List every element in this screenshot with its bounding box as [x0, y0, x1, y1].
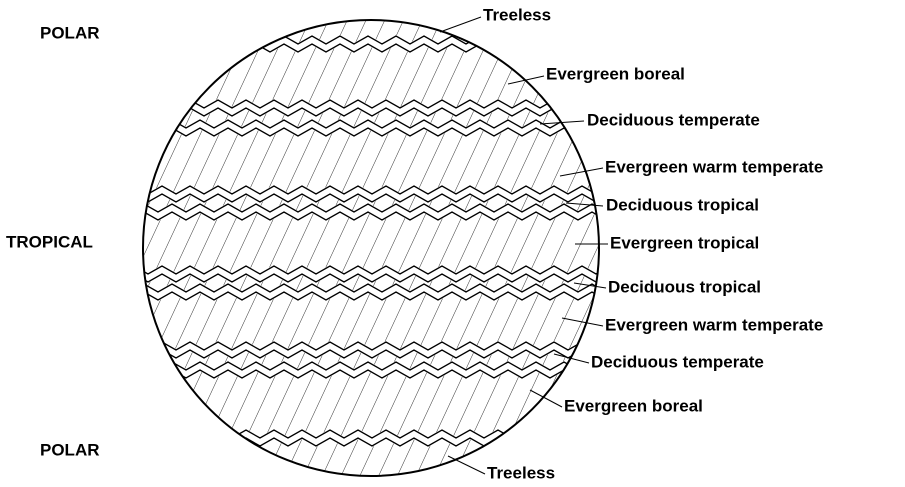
- vegetation-label: Deciduous temperate: [591, 352, 764, 371]
- zigzag-line: [143, 265, 599, 275]
- leader-lines: [439, 16, 608, 475]
- globe-fill: [143, 20, 599, 476]
- zigzag-line: [143, 185, 599, 195]
- zigzag-line: [143, 211, 599, 221]
- zigzag-gap: [143, 282, 599, 302]
- zigzag-gap: [143, 428, 599, 448]
- zigzag-line: [143, 361, 599, 371]
- zigzag-line: [143, 99, 599, 109]
- zigzag-gap: [143, 360, 599, 380]
- latitude-label: TROPICAL: [6, 232, 93, 251]
- zigzag-gap: [143, 184, 599, 204]
- zigzag-line: [143, 369, 599, 379]
- zigzag-gap: [143, 118, 599, 138]
- zigzag-gap: [143, 340, 599, 360]
- vegetation-label: Deciduous tropical: [606, 195, 759, 214]
- vegetation-label: Evergreen boreal: [546, 64, 685, 83]
- vegetation-label: Deciduous temperate: [587, 110, 760, 129]
- vegetation-label: Deciduous tropical: [608, 277, 761, 296]
- zigzag-line: [143, 203, 599, 213]
- vegetation-label: Evergreen warm temperate: [605, 315, 823, 334]
- vegetation-label: Evergreen boreal: [564, 396, 703, 415]
- zigzag-line: [143, 341, 599, 351]
- zigzag-line: [143, 107, 599, 117]
- globe-outline: [142, 19, 600, 477]
- zigzag-line: [143, 119, 599, 129]
- zigzag-line: [143, 273, 599, 283]
- zigzag-gap: [143, 202, 599, 222]
- zigzag-gap: [143, 98, 599, 118]
- latitude-label: POLAR: [40, 23, 100, 42]
- zigzag-line: [143, 193, 599, 203]
- zigzag-line: [143, 291, 599, 301]
- zigzag-line: [143, 283, 599, 293]
- zigzag-gap: [143, 34, 599, 54]
- vegetation-label: Treeless: [483, 5, 551, 24]
- vegetation-label: Evergreen warm temperate: [605, 157, 823, 176]
- zigzag-line: [143, 127, 599, 137]
- zigzag-gap: [143, 264, 599, 284]
- vegetation-label: Evergreen tropical: [610, 233, 759, 252]
- vegetation-label: Treeless: [487, 463, 555, 482]
- latitude-label: POLAR: [40, 440, 100, 459]
- zigzag-line: [143, 349, 599, 359]
